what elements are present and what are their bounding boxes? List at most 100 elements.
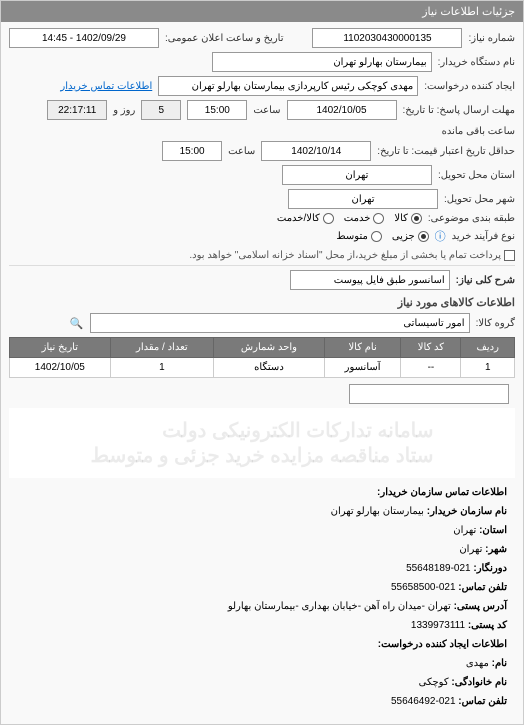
cell-unit: دستگاه (214, 358, 325, 378)
radio-icon (373, 213, 384, 224)
subject-type-opt-2[interactable]: کالا/خدمت (277, 213, 334, 224)
announce-label: تاریخ و ساعت اعلان عمومی: (165, 33, 284, 44)
deadline-time-label: ساعت (253, 105, 280, 116)
lname-value: کوچکی (419, 677, 449, 688)
short-desc-input[interactable] (290, 270, 450, 290)
postcode-label: کد پستی: (468, 620, 507, 631)
province-label: استان محل تحویل: (438, 170, 515, 181)
city-label: شهر محل تحویل: (444, 194, 515, 205)
purchase-type-opt-1[interactable]: متوسط (336, 231, 381, 242)
subject-type-label: طبقه بندی موضوعی: (428, 213, 515, 224)
cell-name: آسانسور (324, 358, 400, 378)
req-no-label: شماره نیاز: (468, 33, 515, 44)
purchase-type-opt-0[interactable]: جزیی (392, 231, 429, 242)
contact-link[interactable]: اطلاعات تماس خریدار (60, 81, 152, 92)
contact-title: اطلاعات تماس سازمان خریدار: (377, 487, 507, 498)
purchase-type-label: نوع فرآیند خرید (452, 231, 515, 242)
watermark-area: سامانه تدارکات الکترونیکی دولتستاد مناقص… (9, 408, 515, 478)
address-value: تهران -میدان راه آهن -خیابان بهداری -بیم… (228, 601, 451, 612)
buyer-org-input[interactable] (212, 52, 432, 72)
treasury-note: پرداخت تمام یا بخشی از مبلغ خرید،از محل … (189, 250, 501, 261)
c-province-label: استان: (479, 525, 507, 536)
remain-suffix-label: ساعت باقی مانده (442, 126, 515, 137)
group-input[interactable] (90, 313, 470, 333)
separator (9, 265, 515, 266)
postcode-value: 1339973111 (411, 620, 465, 631)
phone-value: 021-55658500 (391, 582, 456, 593)
subject-type-group: کالا خدمت کالا/خدمت (277, 213, 422, 224)
validity-date-input[interactable] (261, 141, 371, 161)
row-city: شهر محل تحویل: (9, 189, 515, 209)
items-title: اطلاعات کالاهای مورد نیاز (9, 296, 515, 309)
subject-type-opt-1[interactable]: خدمت (344, 213, 385, 224)
purchase-type-group: جزیی متوسط (336, 231, 428, 242)
c-province-value: تهران (453, 525, 476, 536)
buyer-org-label: نام دستگاه خریدار: (438, 57, 515, 68)
cell-row: 1 (461, 358, 515, 378)
cell-date: 1402/10/05 (10, 358, 111, 378)
lname-label: نام خانوادگی: (451, 677, 507, 688)
req-no-input[interactable] (312, 28, 462, 48)
org-value: بیمارستان بهارلو تهران (331, 506, 424, 517)
fax-label: دورنگار: (473, 563, 507, 574)
panel-title: جزئیات اطلاعات نیاز (1, 1, 523, 22)
cell-code: -- (401, 358, 461, 378)
address-label: آدرس پستی: (454, 601, 507, 612)
deadline-label: مهلت ارسال پاسخ: تا تاریخ: (403, 105, 515, 116)
row-buyer-org: نام دستگاه خریدار: (9, 52, 515, 72)
row-purchase-type: نوع فرآیند خرید ⓘ جزیی متوسط پرداخت تمام… (9, 228, 515, 261)
announce-input[interactable] (9, 28, 159, 48)
remain-days-input (141, 100, 181, 120)
deadline-time-input[interactable] (187, 100, 247, 120)
items-table: ردیف کد کالا نام کالا واحد شمارش تعداد /… (9, 337, 515, 378)
subject-type-opt-0[interactable]: کالا (394, 213, 422, 224)
short-desc-label: شرح کلی نیاز: (456, 275, 515, 286)
c-city-label: شهر: (485, 544, 507, 555)
info-icon[interactable]: ⓘ (435, 228, 446, 244)
panel-body: شماره نیاز: تاریخ و ساعت اعلان عمومی: نا… (1, 22, 523, 724)
validity-time-input[interactable] (162, 141, 222, 161)
radio-icon (411, 213, 422, 224)
row-deadline: مهلت ارسال پاسخ: تا تاریخ: ساعت روز و سا… (9, 100, 515, 137)
details-panel: جزئیات اطلاعات نیاز شماره نیاز: تاریخ و … (0, 0, 524, 725)
th-row: ردیف (461, 338, 515, 358)
cphone-label: تلفن تماس: (458, 696, 507, 707)
phone-label: تلفن تماس: (458, 582, 507, 593)
treasury-checkbox[interactable]: پرداخت تمام یا بخشی از مبلغ خرید،از محل … (189, 250, 515, 261)
creator-label: ایجاد کننده درخواست: (424, 81, 515, 92)
creator-title: اطلاعات ایجاد کننده درخواست: (378, 639, 507, 650)
contact-section: اطلاعات تماس سازمان خریدار: نام سازمان خ… (9, 478, 515, 718)
creator-input[interactable] (158, 76, 418, 96)
cphone-value: 021-55646492 (391, 696, 456, 707)
th-date: تاریخ نیاز (10, 338, 111, 358)
search-icon[interactable]: 🔍 (70, 317, 84, 330)
fname-label: نام: (492, 658, 507, 669)
row-group: گروه کالا: 🔍 (9, 313, 515, 333)
row-province: استان محل تحویل: (9, 165, 515, 185)
org-label: نام سازمان خریدار: (427, 506, 507, 517)
validity-label: حداقل تاریخ اعتبار قیمت: تا تاریخ: (377, 146, 515, 157)
radio-icon (371, 231, 382, 242)
remain-days-label: روز و (113, 105, 135, 116)
province-input[interactable] (282, 165, 432, 185)
checkbox-icon (504, 250, 515, 261)
th-code: کد کالا (401, 338, 461, 358)
row-req-announce: شماره نیاز: تاریخ و ساعت اعلان عمومی: (9, 28, 515, 48)
row-creator: ایجاد کننده درخواست: اطلاعات تماس خریدار (9, 76, 515, 96)
city-input[interactable] (288, 189, 438, 209)
cell-qty: 1 (110, 358, 213, 378)
th-name: نام کالا (324, 338, 400, 358)
radio-icon (323, 213, 334, 224)
deadline-date-input[interactable] (287, 100, 397, 120)
row-short-desc: شرح کلی نیاز: (9, 270, 515, 290)
buyer-notes-input[interactable] (349, 384, 509, 404)
fname-value: مهدی (466, 658, 489, 669)
radio-icon (418, 231, 429, 242)
row-buyer-notes (9, 384, 515, 404)
remain-time-input (47, 100, 107, 120)
table-row[interactable]: 1 -- آسانسور دستگاه 1 1402/10/05 (10, 358, 515, 378)
validity-time-label: ساعت (228, 146, 255, 157)
watermark-text: سامانه تدارکات الکترونیکی دولتستاد مناقص… (90, 418, 433, 468)
row-validity: حداقل تاریخ اعتبار قیمت: تا تاریخ: ساعت (9, 141, 515, 161)
fax-value: 021-55648189 (406, 563, 471, 574)
